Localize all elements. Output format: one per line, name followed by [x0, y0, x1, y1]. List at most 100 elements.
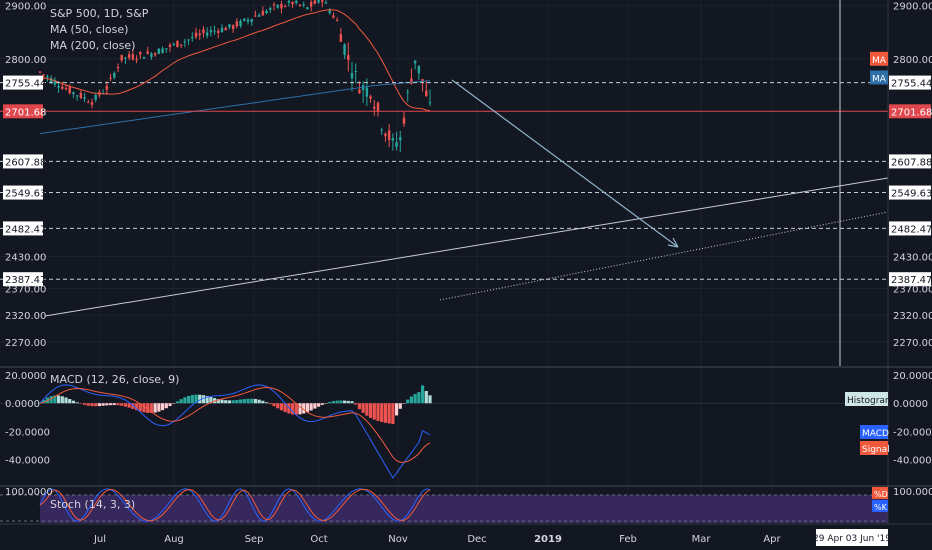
histogram-bar: [79, 403, 83, 404]
candle: [417, 65, 421, 80]
candle: [146, 46, 149, 55]
stoch-k-badge-bg: [872, 500, 888, 512]
macd-tick-label: 0.0000: [893, 399, 928, 410]
histogram-bar: [142, 403, 146, 413]
histogram-bar: [342, 400, 347, 404]
histogram-bar: [131, 403, 135, 409]
histogram-bar: [153, 403, 157, 413]
candle-body: [61, 86, 64, 89]
candle: [425, 80, 428, 98]
candle: [317, 0, 320, 4]
histogram-bar: [335, 400, 339, 404]
histogram-bar: [354, 403, 358, 405]
candle: [168, 42, 172, 53]
candle: [239, 18, 242, 29]
candle-body: [373, 106, 376, 109]
candle: [343, 43, 346, 59]
candle-body: [94, 94, 97, 100]
projection-arrow-head: [667, 237, 679, 248]
candle-body: [417, 65, 421, 74]
main-legend: S&P 500, 1D, S&P MA (50, close) MA (200,…: [50, 6, 148, 54]
histogram-bar: [49, 396, 53, 404]
candle-body: [68, 86, 71, 94]
histogram-bar: [290, 403, 295, 415]
candle: [428, 89, 432, 107]
left-level-tag-bg: [3, 185, 43, 200]
time-marker-label: 29 Apr 03 Jun '19: [813, 534, 891, 544]
candle-body: [139, 52, 142, 55]
left-tick-label: 2900.00: [5, 1, 46, 12]
candle: [339, 27, 343, 42]
ma200-legend[interactable]: MA (200, close): [50, 39, 136, 52]
histogram-bar: [231, 400, 235, 404]
candle-body: [157, 48, 161, 54]
candle: [139, 51, 142, 59]
price-level-tag-bg: [889, 272, 931, 287]
histogram-bar: [276, 403, 280, 409]
candle: [254, 10, 257, 17]
candle: [183, 38, 187, 48]
candle-body: [413, 60, 417, 64]
candle: [395, 131, 398, 151]
histogram-bar: [376, 403, 380, 421]
candle-body: [191, 37, 194, 39]
ma50-legend[interactable]: MA (50, close): [50, 23, 129, 36]
candle: [142, 56, 146, 59]
candle: [265, 9, 268, 15]
candle: [257, 13, 261, 17]
candle-body: [347, 55, 350, 60]
histogram-bar: [368, 403, 373, 418]
candle: [150, 51, 153, 60]
histogram-bar: [112, 403, 116, 406]
candle-body: [276, 4, 279, 8]
macd-label[interactable]: MACD (12, 26, close, 9): [50, 373, 180, 386]
candle: [228, 24, 231, 30]
candle: [413, 60, 417, 70]
price-level-tag-bg: [889, 75, 931, 90]
stoch-label[interactable]: Stoch (14, 3, 3): [50, 498, 136, 511]
histogram-bar: [409, 396, 414, 404]
signal-badge-bg: [860, 441, 888, 455]
price-level-tag: 2755.44: [891, 79, 932, 90]
histogram-bar: [242, 399, 246, 404]
histogram-bar: [320, 403, 324, 405]
candle-body: [335, 19, 339, 21]
candle: [291, 1, 294, 9]
candle-body: [224, 28, 227, 31]
candle: [321, 0, 324, 8]
histogram-bar: [175, 401, 180, 404]
candle-body: [124, 57, 127, 59]
candle: [361, 81, 365, 103]
price-level-tag-bg: [889, 104, 931, 119]
symbol-title[interactable]: S&P 500, 1D, S&P: [50, 7, 149, 20]
candle: [187, 38, 190, 46]
candle: [399, 130, 402, 152]
candle-body: [183, 41, 187, 43]
candle: [332, 12, 335, 19]
time-tick-label: Dec: [467, 534, 486, 545]
candle: [90, 98, 94, 109]
candle: [384, 132, 387, 142]
candle: [376, 101, 380, 117]
histogram-bar: [283, 403, 287, 413]
candle-body: [280, 3, 283, 9]
candle: [42, 73, 45, 80]
candle-body: [205, 32, 209, 36]
candle-body: [105, 85, 109, 90]
candle-body: [38, 71, 42, 73]
price-tick-label: 2900.00: [893, 1, 932, 12]
histogram-bar: [190, 394, 194, 404]
candle: [124, 57, 127, 64]
price-level-tag: 2549.63: [891, 189, 932, 200]
candle: [61, 81, 64, 90]
histogram-badge-bg: [845, 392, 888, 406]
candle-body: [113, 73, 116, 78]
candle-body: [79, 92, 83, 99]
histogram-bar: [71, 400, 76, 404]
candle-body: [369, 96, 372, 99]
candle-body: [209, 30, 213, 33]
candle: [246, 17, 250, 25]
candle-body: [295, 0, 298, 4]
macd-left-tick-label: 20.0000: [5, 371, 46, 382]
candle-body: [202, 29, 205, 34]
